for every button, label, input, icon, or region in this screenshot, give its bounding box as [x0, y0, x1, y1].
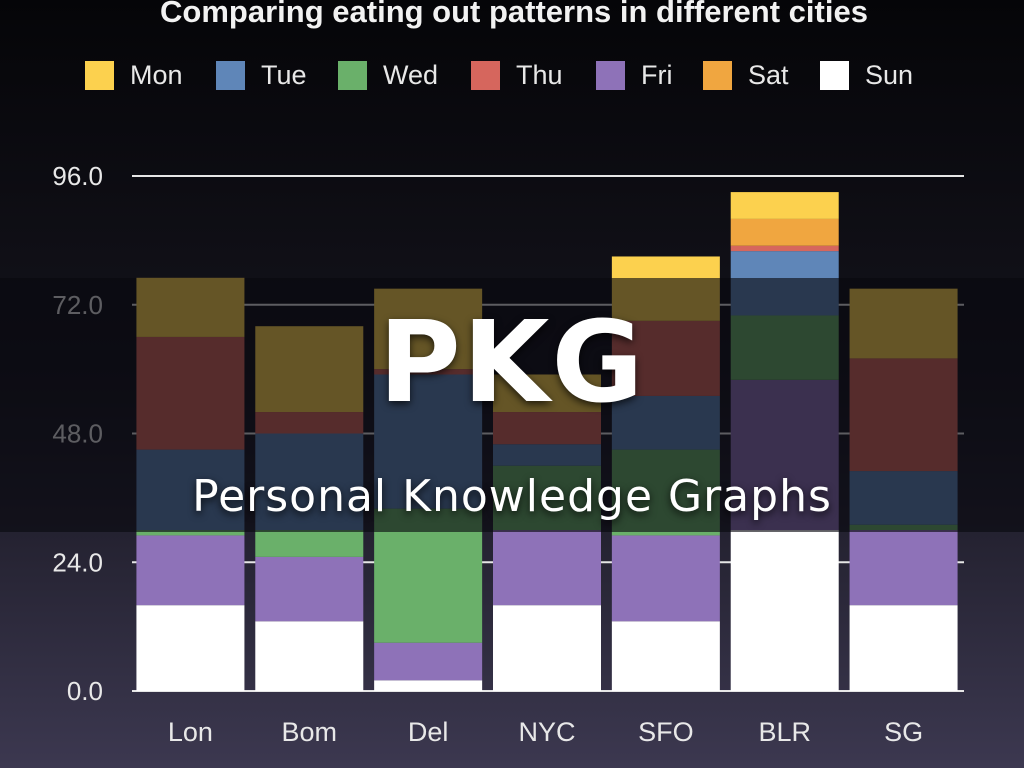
legend-swatch-fri [596, 61, 625, 90]
bar-segment-sg-sun [849, 605, 958, 691]
bar-segment-bom-wed [255, 530, 364, 557]
x-tick-label: Lon [168, 717, 213, 747]
legend-swatch-tue [216, 61, 245, 90]
legend-label-sat: Sat [748, 60, 789, 90]
legend-swatch-wed [338, 61, 367, 90]
bar-segment-blr-mon [730, 192, 839, 219]
bar-segment-bom-fri [255, 556, 364, 622]
title-overlay-band [0, 278, 1024, 532]
y-tick-label: 24.0 [52, 547, 103, 577]
x-tick-label: Bom [282, 717, 338, 747]
x-tick-label: SG [884, 717, 923, 747]
legend-swatch-mon [85, 61, 114, 90]
bar-segment-del-sun [374, 680, 483, 691]
bar-segment-del-fri [374, 642, 483, 681]
bar-segment-sfo-fri [611, 535, 720, 622]
legend-label-mon: Mon [130, 60, 183, 90]
bar-segment-lon-fri [136, 535, 245, 606]
bar-segment-sfo-sun [611, 621, 720, 691]
overlay-subtitle: Personal Knowledge Graphs [192, 471, 832, 522]
bar-segment-sg-fri [849, 530, 958, 606]
legend-swatch-thu [471, 61, 500, 90]
bar-segment-blr-thu [730, 245, 839, 252]
legend-label-thu: Thu [516, 60, 563, 90]
bar-segment-blr-sat [730, 218, 839, 246]
legend-label-fri: Fri [641, 60, 672, 90]
chart-title: Comparing eating out patterns in differe… [160, 0, 868, 29]
chart-legend: Mon Tue Wed Thu Fri Sat Sun [85, 60, 913, 90]
x-tick-label: NYC [518, 717, 575, 747]
y-tick-label: 0.0 [67, 676, 103, 706]
bar-segment-nyc-fri [493, 530, 601, 606]
x-tick-label: SFO [638, 717, 694, 747]
bar-segment-bom-sun [255, 621, 364, 691]
bar-segment-nyc-sun [493, 605, 601, 691]
x-axis-tick-labels: Lon Bom Del NYC SFO BLR SG [168, 717, 923, 747]
x-tick-label: BLR [758, 717, 811, 747]
overlay-title: PKG [378, 298, 646, 428]
bar-segment-lon-sun [136, 605, 245, 691]
bar-segment-lon-wed [136, 530, 245, 536]
x-tick-label: Del [408, 717, 449, 747]
legend-swatch-sun [820, 61, 849, 90]
bar-segment-blr-sun [730, 530, 839, 691]
legend-label-wed: Wed [383, 60, 438, 90]
legend-label-sun: Sun [865, 60, 913, 90]
y-tick-label: 96.0 [52, 161, 103, 191]
legend-label-tue: Tue [261, 60, 307, 90]
legend-swatch-sat [703, 61, 732, 90]
